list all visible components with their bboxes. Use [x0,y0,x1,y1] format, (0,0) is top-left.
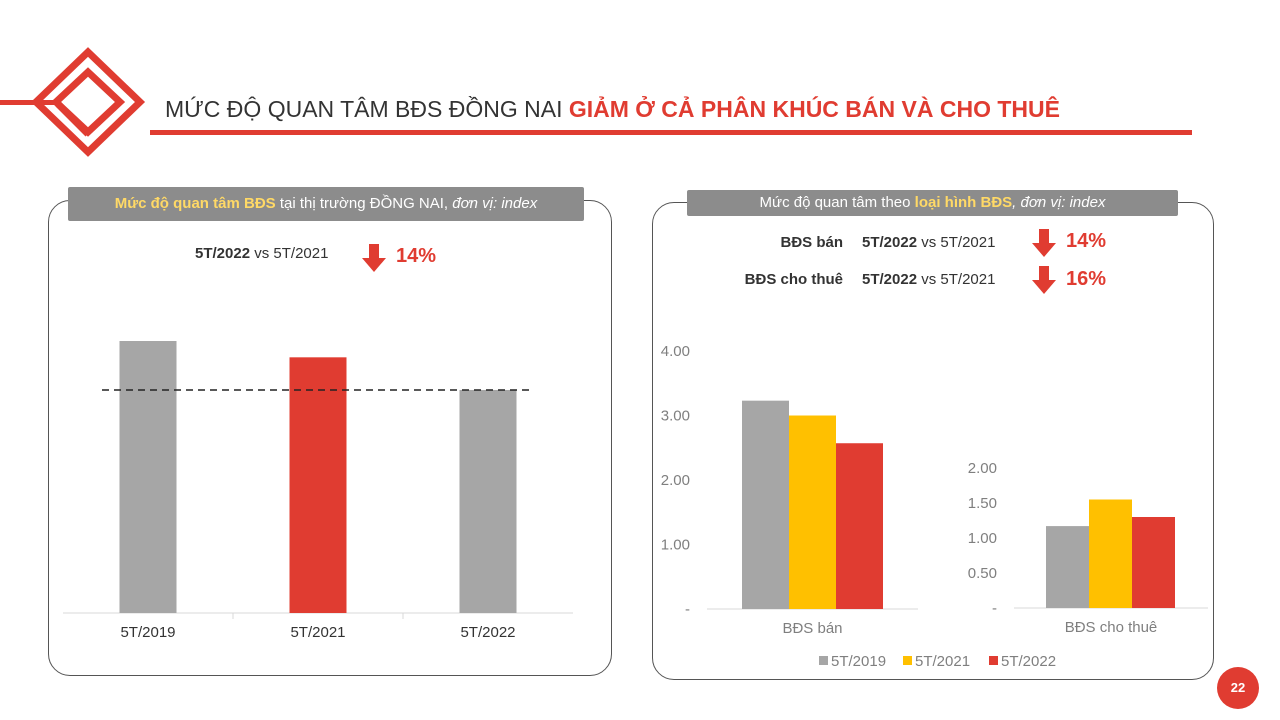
x-tick-label: 5T/2019 [120,624,175,641]
x-tick-label: BĐS cho thuê [1065,619,1158,636]
bar-5T/2021 [289,357,347,613]
legend-label: 5T/2021 [915,653,970,670]
down-arrow-icon [362,244,386,272]
legend-swatch [903,656,912,665]
right-panel-title: Mức độ quan tâm theo loại hình BĐS, đơn … [687,190,1178,216]
y-tick-label: 1.00 [968,530,997,547]
company-logo [30,47,146,157]
rent-change-percent: 16% [1066,268,1107,290]
left-panel-title: Mức độ quan tâm BĐS tại thị trường ĐỒNG … [68,187,584,221]
legend-swatch [819,656,828,665]
left-bar-chart: 5T/2019 5T/2021 5T/2022 [63,341,573,641]
x-tick-label: 5T/2022 [460,624,515,641]
row-comparison-sale: 5T/2022 vs 5T/2021 [862,234,996,251]
legend-label: 5T/2022 [1001,653,1056,670]
x-tick-label: BĐS bán [782,620,842,637]
legend-label: 5T/2019 [831,653,886,670]
y-tick-label: 1.00 [661,537,690,554]
y-tick-label: - [992,600,997,617]
x-tick-label: 5T/2021 [290,624,345,641]
row-label-rent: BĐS cho thuê [744,271,843,288]
bar-BĐS cho thuê-5T/2019 [1046,526,1089,608]
bar-BĐS cho thuê-5T/2022 [1132,517,1175,608]
sale-change-percent: 14% [1066,230,1107,252]
down-arrow-icon [1032,229,1056,257]
row-comparison-rent: 5T/2022 vs 5T/2021 [862,271,996,288]
y-tick-label: 1.50 [968,495,997,512]
bar-BĐS bán-5T/2022 [836,443,883,609]
title-rule-left [0,100,60,105]
down-arrow-icon [1032,266,1056,294]
page-title: MỨC ĐỘ QUAN TÂM BĐS ĐỒNG NAI GIẢM Ở CẢ P… [165,96,1060,122]
bar-BĐS bán-5T/2021 [789,415,836,609]
y-tick-label: - [685,601,690,618]
bar-5T/2019 [119,341,177,613]
left-comparison: 5T/2022 vs 5T/2021 [195,245,329,262]
bar-5T/2022 [459,389,517,613]
y-tick-label: 2.00 [661,472,690,489]
bar-BĐS cho thuê-5T/2021 [1089,499,1132,608]
page-number-badge: 22 [1217,667,1259,709]
right-bar-charts: - 1.00 2.00 3.00 4.00 BĐS bán - 0.50 1.00 1.50 2.0… [661,343,1208,670]
title-rule [150,130,1192,135]
y-tick-label: 2.00 [968,460,997,477]
row-label-sale: BĐS bán [780,234,843,251]
y-tick-label: 4.00 [661,343,690,360]
bar-BĐS bán-5T/2019 [742,400,789,609]
y-tick-label: 0.50 [968,565,997,582]
left-change-percent: 14% [396,245,437,267]
legend-swatch [989,656,998,665]
y-tick-label: 3.00 [661,408,690,425]
